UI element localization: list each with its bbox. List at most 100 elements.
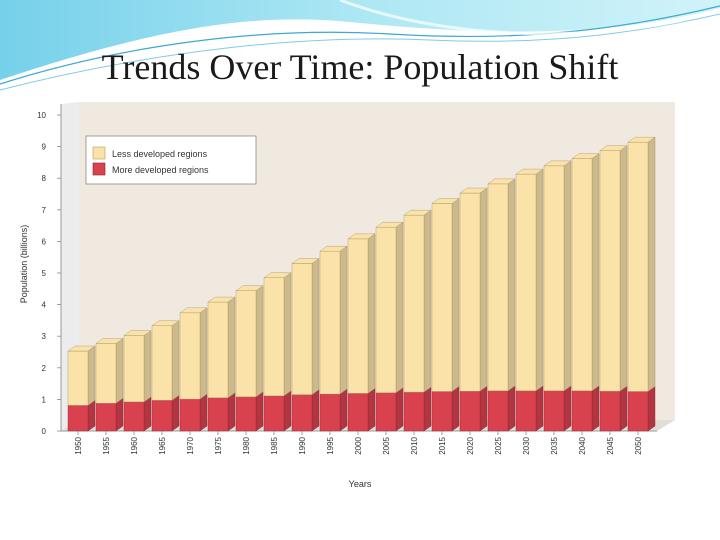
bar-more-developed: [515, 390, 537, 432]
bar-more-developed: [319, 393, 341, 432]
legend-swatch-less-developed: [92, 146, 106, 160]
y-tick-label: 4: [42, 301, 47, 310]
bar-less-developed: [235, 290, 257, 398]
bar-more-developed-side: [395, 387, 404, 432]
bar-more-developed-side: [171, 394, 180, 432]
bar-less-developed: [347, 238, 369, 394]
x-tick-label: 2035: [550, 436, 559, 454]
bar-less-developed-top: [347, 233, 376, 240]
bar-less-developed-top: [179, 307, 208, 314]
bar-less-developed-side: [311, 258, 320, 396]
bar-less-developed-side: [591, 153, 600, 392]
bar-more-developed: [291, 394, 313, 432]
bar-less-developed: [543, 165, 565, 392]
bar-more-developed: [375, 392, 397, 432]
bar-less-developed-top: [95, 338, 124, 344]
bar-less-developed-side: [227, 296, 236, 399]
legend-label-more-developed: More developed regions: [112, 165, 209, 175]
bar-less-developed-side: [451, 198, 460, 392]
bar-more-developed-side: [367, 388, 376, 432]
bar-less-developed-top: [599, 145, 628, 151]
bar-more-developed-side: [199, 393, 208, 432]
bar-less-developed-top: [207, 296, 236, 303]
y-tick-label: 2: [42, 364, 47, 373]
y-tick-label: 10: [37, 111, 46, 120]
bar-less-developed: [123, 335, 145, 403]
bar-less-developed-top: [375, 221, 404, 228]
x-tick-label: 2015: [438, 436, 447, 454]
bar-less-developed-top: [627, 136, 656, 143]
bar-more-developed-side: [507, 385, 516, 432]
bar-more-developed: [67, 405, 89, 432]
bar-less-developed-top: [263, 272, 292, 278]
bar-more-developed-side: [563, 385, 572, 432]
x-tick-label: 1960: [130, 436, 139, 454]
bar-less-developed-top: [571, 153, 600, 159]
bar-less-developed: [375, 226, 397, 393]
bar-more-developed: [179, 398, 201, 432]
bar-less-developed: [151, 325, 173, 401]
bar-less-developed-side: [115, 338, 124, 404]
y-tick-label: 5: [42, 269, 47, 278]
bar-more-developed: [235, 396, 257, 432]
bar-less-developed-side: [563, 160, 572, 392]
bar-more-developed: [627, 391, 649, 432]
bar-more-developed-side: [283, 390, 292, 432]
bar-more-developed-side: [423, 386, 432, 432]
bar-less-developed-side: [423, 209, 432, 393]
x-tick-label: 1975: [214, 436, 223, 454]
y-tick-label: 6: [42, 237, 47, 246]
bar-less-developed-top: [67, 345, 96, 352]
bar-less-developed-side: [171, 320, 180, 401]
bar-less-developed-side: [199, 307, 208, 400]
bar-more-developed-side: [619, 385, 628, 432]
bar-more-developed-side: [255, 391, 264, 432]
bar-less-developed-top: [431, 198, 460, 204]
x-tick-label: 1950: [74, 436, 83, 454]
bar-less-developed: [627, 141, 649, 392]
bar-less-developed-side: [283, 272, 292, 397]
x-tick-label: 1980: [242, 436, 251, 454]
bar-more-developed-side: [143, 396, 152, 432]
y-tick-label: 3: [42, 332, 47, 341]
x-tick-label: 2040: [578, 436, 587, 454]
x-axis-label: Years: [349, 479, 372, 489]
x-tick-label: 1985: [270, 436, 279, 454]
y-tick-label: 1: [42, 395, 47, 404]
x-tick-label: 2050: [634, 436, 643, 454]
x-tick-label: 1965: [158, 436, 167, 454]
y-tick-label: 8: [42, 174, 47, 183]
bar-more-developed-side: [647, 386, 656, 432]
bar-more-developed-side: [311, 389, 320, 432]
bar-less-developed: [263, 277, 285, 397]
bar-more-developed: [571, 390, 593, 432]
legend-label-less-developed: Less developed regions: [112, 149, 208, 159]
y-tick-label: 7: [42, 206, 47, 215]
bar-less-developed-top: [403, 209, 432, 216]
bar-less-developed-side: [87, 345, 96, 406]
bar-less-developed: [291, 263, 313, 395]
y-axis-label: Population (billions): [19, 225, 29, 304]
bar-more-developed-side: [451, 386, 460, 432]
bar-less-developed: [319, 250, 341, 395]
bar-more-developed-side: [227, 392, 236, 432]
bar-less-developed-side: [479, 187, 488, 392]
bar-less-developed-top: [291, 258, 320, 264]
chart-figure: 0 1 2 3 4 5 6 7 8 9 10 1950 1955 1960 1965 1970 1975 198…: [16, 100, 678, 492]
bar-less-developed-side: [339, 245, 348, 395]
bar-less-developed-top: [543, 160, 572, 167]
bar-less-developed-side: [647, 136, 656, 392]
bar-more-developed: [487, 390, 509, 432]
bar-more-developed: [599, 390, 621, 432]
bar-less-developed-side: [395, 221, 404, 394]
bar-less-developed: [599, 150, 621, 392]
title-banner-decoration: [0, 0, 720, 91]
bar-more-developed: [431, 391, 453, 432]
bar-less-developed: [403, 214, 425, 393]
x-tick-label: 2005: [382, 436, 391, 454]
legend-swatch-more-developed: [92, 162, 106, 176]
bar-less-developed: [459, 192, 481, 392]
bar-less-developed-top: [515, 168, 544, 175]
x-tick-label: 2030: [522, 436, 531, 454]
bar-less-developed-top: [459, 187, 488, 194]
